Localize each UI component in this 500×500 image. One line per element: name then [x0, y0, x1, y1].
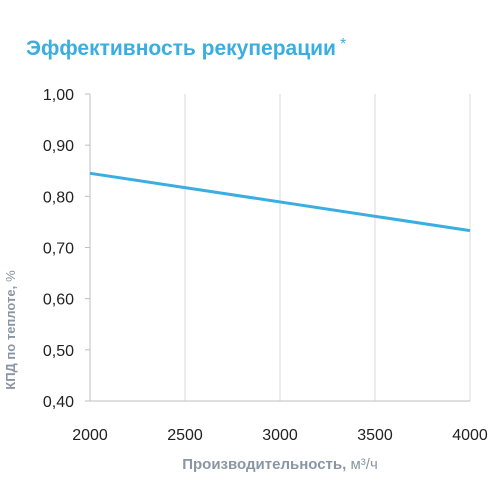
title-footnote-marker: *: [339, 36, 347, 53]
y-tick-label: 0,70: [43, 241, 74, 258]
y-tick-label: 0,40: [43, 394, 74, 411]
axes: [85, 93, 470, 402]
y-axis-label: КПД по теплоте,%: [3, 270, 18, 390]
x-axis-label: Производительность, м³/ч: [90, 456, 470, 473]
chart-title: Эффективность рекуперации *: [26, 36, 346, 61]
x-axis-label-text: Производительность,: [182, 456, 347, 473]
x-tick-label: 2500: [167, 427, 203, 444]
y-tick-label: 0,80: [43, 189, 74, 206]
x-tick-labels: 2000 2500 3000 3500 4000: [72, 427, 488, 444]
x-tick-label: 3000: [262, 427, 298, 444]
x-tick-label: 2000: [72, 427, 108, 444]
grid-lines: [184, 94, 471, 401]
chart-title-text: Эффективность рекуперации: [26, 37, 336, 60]
x-axis-label-unit: м³/ч: [350, 456, 378, 473]
y-axis-label-text: КПД по теплоте,: [3, 286, 18, 390]
y-tick-label: 0,60: [43, 292, 74, 309]
series-lines: [89, 171, 471, 233]
y-tick-label: 1,00: [43, 87, 74, 104]
series-line: [89, 171, 471, 233]
y-tick-label: 0,90: [43, 138, 74, 155]
y-axis-label-unit: %: [3, 270, 18, 282]
y-tick-label: 0,50: [43, 343, 74, 360]
x-tick-label: 3500: [357, 427, 393, 444]
x-tick-label: 4000: [452, 427, 488, 444]
y-tick-labels: 0,40 0,50 0,60 0,70 0,80 0,90 1,00: [43, 87, 74, 411]
